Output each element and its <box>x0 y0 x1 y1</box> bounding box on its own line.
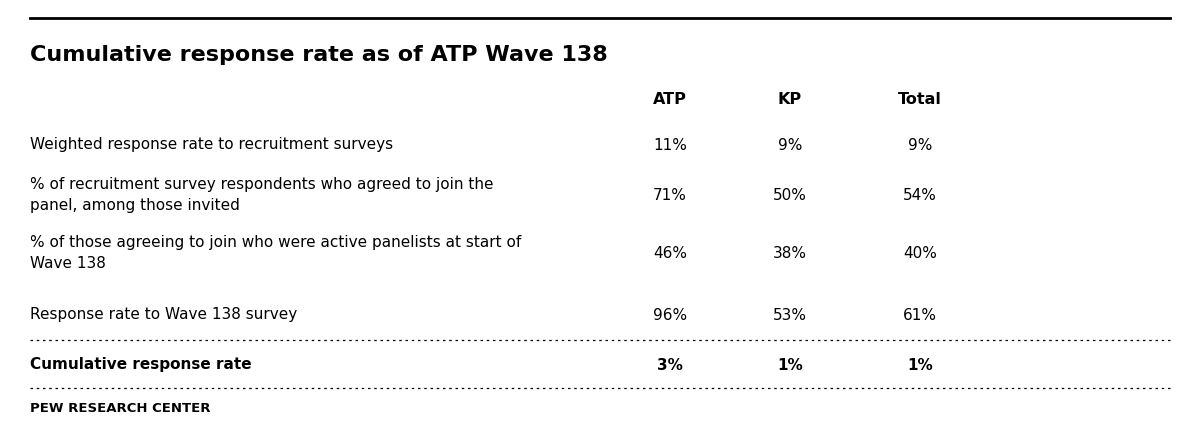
Text: 38%: 38% <box>773 245 808 260</box>
Text: Response rate to Wave 138 survey: Response rate to Wave 138 survey <box>30 308 298 323</box>
Text: 54%: 54% <box>904 187 937 203</box>
Text: Weighted response rate to recruitment surveys: Weighted response rate to recruitment su… <box>30 137 394 152</box>
Text: 1%: 1% <box>907 358 932 372</box>
Text: 46%: 46% <box>653 245 686 260</box>
Text: 40%: 40% <box>904 245 937 260</box>
Text: 9%: 9% <box>908 137 932 152</box>
Text: Cumulative response rate as of ATP Wave 138: Cumulative response rate as of ATP Wave … <box>30 45 607 65</box>
Text: 9%: 9% <box>778 137 802 152</box>
Text: Cumulative response rate: Cumulative response rate <box>30 358 252 372</box>
Text: KP: KP <box>778 92 802 108</box>
Text: 96%: 96% <box>653 308 688 323</box>
Text: 71%: 71% <box>653 187 686 203</box>
Text: Total: Total <box>898 92 942 108</box>
Text: 53%: 53% <box>773 308 808 323</box>
Text: 11%: 11% <box>653 137 686 152</box>
Text: % of recruitment survey respondents who agreed to join the
panel, among those in: % of recruitment survey respondents who … <box>30 177 493 213</box>
Text: 3%: 3% <box>658 358 683 372</box>
Text: % of those agreeing to join who were active panelists at start of
Wave 138: % of those agreeing to join who were act… <box>30 235 521 271</box>
Text: 1%: 1% <box>778 358 803 372</box>
Text: 50%: 50% <box>773 187 806 203</box>
Text: ATP: ATP <box>653 92 686 108</box>
Text: 61%: 61% <box>904 308 937 323</box>
Text: PEW RESEARCH CENTER: PEW RESEARCH CENTER <box>30 401 210 414</box>
